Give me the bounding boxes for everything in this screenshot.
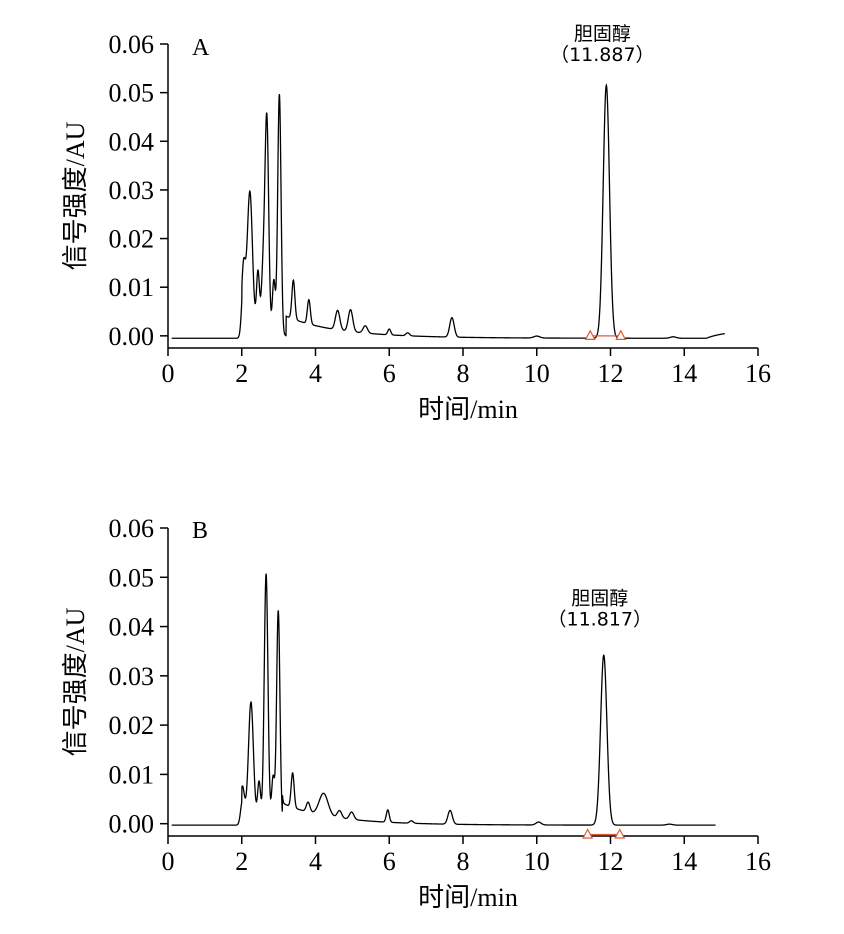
x-tick-label: 12 [598,847,624,876]
y-tick-label: 0.01 [109,273,155,302]
integration-marker [584,329,596,340]
x-tick-label: 8 [457,847,470,876]
y-tick-label: 0.06 [109,30,155,59]
x-axis-title: 时间/min [418,883,518,912]
x-tick-label: 0 [162,847,175,876]
x-tick-label: 12 [598,359,624,388]
x-tick-label: 10 [524,847,550,876]
x-tick-label: 4 [309,847,322,876]
y-tick-label: 0.06 [109,514,155,543]
x-tick-label: 10 [524,359,550,388]
y-tick-label: 0.03 [109,662,155,691]
panel-label: A [192,35,210,61]
chromatogram-panel-a: 0.00 0.01 0.02 0.03 0.04 0.05 0.06 0 2 4 6 8 10 12 14 1… [0,0,844,460]
chromatogram-a-chart: 0.00 0.01 0.02 0.03 0.04 0.05 0.06 0 2 4 6 8 10 12 14 1… [61,23,771,424]
chromatogram-panel-b: 0.00 0.01 0.02 0.03 0.04 0.05 0.06 0 2 4 6 8 10 12 14 1… [0,480,844,934]
y-axis-title: 信号强度/AU [61,607,90,756]
y-tick-label: 0.04 [109,127,155,156]
x-tick-label: 8 [457,359,470,388]
y-tick-label: 0.05 [109,563,155,592]
y-tick-label: 0.01 [109,760,155,789]
chromatogram-trace [171,573,716,826]
y-tick-label: 0.00 [109,810,155,839]
x-tick-label: 2 [235,847,248,876]
x-tick-label: 6 [383,359,396,388]
x-tick-label: 14 [671,359,697,388]
integration-marker [582,828,594,839]
x-tick-label: 2 [235,359,248,388]
integration-marker [615,329,627,340]
panel-label: B [192,518,208,544]
peak-annotation-rt: （11.887） [550,44,654,66]
x-tick-label: 0 [162,359,175,388]
y-tick-label: 0.02 [109,711,155,740]
y-tick-label: 0.04 [109,613,155,642]
peak-annotation-name: 胆固醇 [571,587,628,609]
x-tick-label: 16 [745,847,771,876]
x-tick-label: 4 [309,359,322,388]
y-tick-label: 0.03 [109,176,155,205]
y-tick-label: 0.05 [109,79,155,108]
x-axis-title: 时间/min [418,395,518,424]
y-tick-label: 0.02 [109,225,155,254]
y-tick-label: 0.00 [109,322,155,351]
x-tick-label: 14 [671,847,697,876]
x-tick-label: 16 [745,359,771,388]
x-tick-label: 6 [383,847,396,876]
chromatogram-b-chart: 0.00 0.01 0.02 0.03 0.04 0.05 0.06 0 2 4 6 8 10 12 14 1… [61,514,771,912]
integration-marker [614,828,626,839]
peak-annotation-rt: （11.817） [548,609,652,631]
chromatogram-trace [171,83,725,339]
peak-annotation-name: 胆固醇 [574,23,631,45]
y-axis-title: 信号强度/AU [61,121,90,270]
